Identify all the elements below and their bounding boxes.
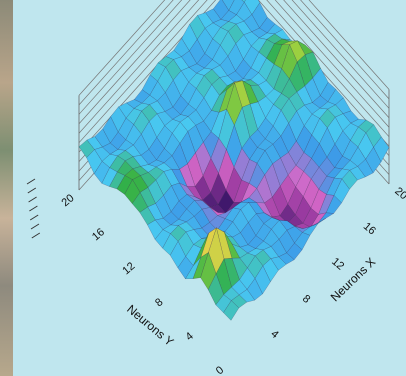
surface-cell bbox=[325, 194, 342, 214]
wall-gridline bbox=[78, 0, 390, 134]
z-tick-mark bbox=[26, 178, 36, 185]
surface-cell bbox=[193, 199, 211, 210]
surface-cell bbox=[231, 257, 248, 281]
surface-cell bbox=[246, 278, 263, 301]
z-tick-mark bbox=[29, 214, 39, 221]
z-axis-marks bbox=[26, 178, 41, 239]
wall-gridline bbox=[78, 0, 390, 96]
surface-cell bbox=[203, 84, 220, 112]
wall-gridline bbox=[78, 0, 390, 125]
z-tick-mark bbox=[29, 205, 38, 212]
surface-cell bbox=[241, 0, 246, 3]
surface-cell bbox=[157, 92, 174, 112]
surface-cell bbox=[210, 137, 227, 174]
surface-cell bbox=[220, 10, 237, 22]
surface-cell bbox=[250, 72, 267, 86]
surface-cell bbox=[274, 29, 291, 40]
surface-cell bbox=[226, 124, 243, 168]
y-axis-label: Neurons Y bbox=[124, 302, 176, 349]
surface-cell bbox=[264, 143, 281, 165]
surface-cell bbox=[147, 219, 164, 240]
x-tick-label: 8 bbox=[300, 293, 312, 306]
surface-cell bbox=[109, 171, 126, 190]
surface-cell bbox=[243, 31, 260, 47]
surface-cell bbox=[263, 228, 280, 247]
surface-cell bbox=[209, 207, 226, 216]
wall-gridline bbox=[78, 0, 390, 153]
surface-cell bbox=[251, 2, 268, 29]
wall-gridline bbox=[78, 0, 390, 143]
surface-cell bbox=[101, 167, 118, 187]
y-tick-label: 0 bbox=[214, 364, 226, 376]
surface-cell bbox=[171, 168, 188, 188]
x-tick-label: 16 bbox=[361, 220, 378, 237]
wall-gridline bbox=[78, 0, 390, 106]
x-tick-label: 12 bbox=[329, 256, 346, 273]
surface-cell bbox=[254, 265, 271, 295]
surface-cell bbox=[233, 147, 250, 181]
surface-cell bbox=[240, 222, 257, 246]
surface-cell bbox=[78, 139, 95, 159]
z-tick-mark bbox=[31, 232, 41, 239]
surface-cell bbox=[223, 300, 240, 321]
surface-cell bbox=[265, 104, 282, 127]
surface-cell bbox=[257, 96, 274, 119]
surface-cell bbox=[181, 23, 198, 52]
wall-gridline bbox=[78, 0, 390, 115]
surface-cell bbox=[301, 223, 319, 236]
surface-cell bbox=[218, 148, 235, 191]
photo-strip bbox=[0, 0, 13, 376]
surface-cell bbox=[238, 288, 256, 303]
surface-cell bbox=[240, 197, 258, 203]
y-tick-label: 8 bbox=[153, 296, 165, 309]
surface-mesh bbox=[78, 0, 390, 321]
surface-cell bbox=[139, 206, 156, 226]
surface-cell bbox=[250, 51, 267, 74]
surface-cell bbox=[178, 208, 195, 223]
surface-cell bbox=[203, 69, 221, 85]
surface-cell bbox=[163, 155, 181, 170]
x-tick-label: 4 bbox=[268, 328, 280, 341]
z-tick-mark bbox=[28, 196, 37, 203]
surface-cell bbox=[116, 175, 133, 195]
z-tick-mark bbox=[27, 187, 37, 194]
surface-cell bbox=[264, 196, 281, 218]
surface-cell bbox=[181, 50, 198, 68]
surface-cell bbox=[185, 229, 202, 245]
y-tick-label: 12 bbox=[120, 260, 137, 277]
surface-cell bbox=[217, 189, 235, 214]
surface-cell bbox=[318, 212, 335, 224]
surface-cell bbox=[266, 33, 283, 44]
z-tick-mark bbox=[30, 223, 40, 230]
surface-cell bbox=[247, 248, 264, 257]
chart-panel: 0 4 8 12 16 20 4 8 12 16 20 Neurons X Neurons Y bbox=[13, 0, 406, 376]
surface-cell bbox=[179, 116, 197, 132]
surface-cell bbox=[232, 232, 249, 248]
y-tick-label: 4 bbox=[183, 330, 195, 343]
surface-cell bbox=[211, 88, 228, 113]
surface-cell bbox=[86, 149, 103, 175]
surface-cell bbox=[262, 258, 279, 283]
y-tick-label: 20 bbox=[60, 192, 77, 209]
surface-cell bbox=[226, 82, 243, 126]
surface-cell bbox=[247, 235, 264, 249]
x-tick-label: 20 bbox=[392, 185, 406, 202]
y-tick-label: 16 bbox=[90, 226, 107, 243]
